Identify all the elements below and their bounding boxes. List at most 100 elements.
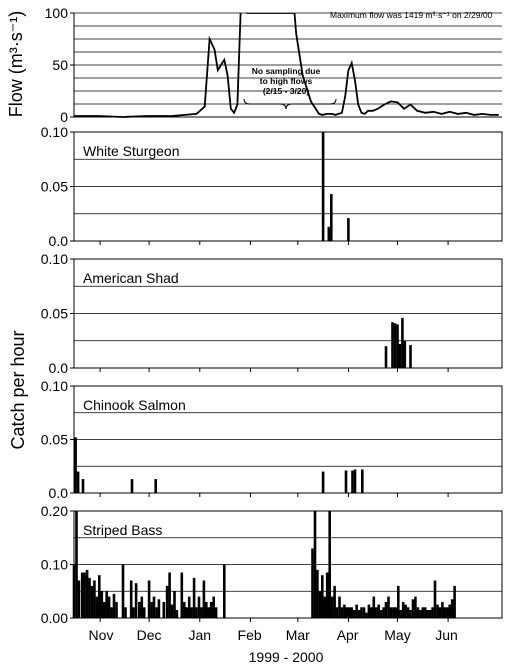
catch-bar [333,585,336,618]
catch-bar [392,607,395,618]
catch-y-tick-label: 0.0 [49,233,69,249]
catch-bar [132,607,135,618]
catch-bar [362,607,366,618]
catch-bar [90,585,94,618]
catch-bar [330,194,333,241]
catch-bar [384,346,388,368]
catch-bar [154,479,157,493]
catch-bar [110,607,113,618]
catch-bar [396,324,399,368]
catch-bar [142,607,146,618]
catch-bar [325,572,329,618]
catch-bar [80,572,84,618]
catch-bar [185,607,188,618]
species-label: White Sturgeon [83,143,180,159]
catch-bar [165,585,169,618]
catch-bar [75,511,78,618]
catch-bar [168,572,171,618]
catch-bar [130,479,134,493]
catch-bar [409,610,412,618]
catch-bar [147,580,151,618]
catch-bar [401,602,405,618]
catch-y-tick-label: 0.20 [41,503,68,519]
flow-y-tick-label: 100 [45,5,69,21]
catch-bar [173,591,176,619]
catch-bar [406,607,410,618]
catch-bar [152,596,156,618]
species-label: American Shad [83,270,179,286]
catch-bar [205,602,208,618]
catch-bar [401,317,404,368]
month-label: Feb [238,627,262,643]
catch-bar [115,602,118,618]
catch-bar [155,607,158,618]
catch-bar [340,607,344,618]
catch-bar [328,511,331,618]
catch-bar [107,596,111,618]
month-label: Mar [286,627,310,643]
catch-y-tick-label: 0.10 [41,124,68,140]
catch-bar [353,469,357,493]
catch-bar [384,602,388,618]
catch-bar [389,607,393,618]
catch-bar [330,596,334,618]
catch-bar [394,607,398,618]
catch-bar [112,593,116,618]
catch-bar [72,564,76,618]
flow-y-axis-title: Flow (m³·s⁻¹) [6,11,26,117]
x-axis-title: 1999 - 2000 [249,649,324,665]
catch-bar [436,604,439,618]
catch-bar [134,583,138,618]
month-label: Nov [89,627,114,643]
month-labels: Nov Dec Jan Feb Mar Apr May Jun [89,627,458,643]
catch-bar [344,470,348,493]
catch-panel: 0.0 0.05 0.10 American Shad [41,251,503,376]
catch-bar [357,610,361,618]
catch-bar [170,604,174,618]
catch-bar [83,572,86,618]
catch-bar [207,607,211,618]
catch-bar [374,607,378,618]
catch-bar [446,607,449,618]
catch-bar [393,323,397,368]
month-label: Dec [137,627,162,643]
gap-note-line1: No sampling due [252,66,321,76]
catch-bar [98,575,101,618]
catch-bar [453,585,456,618]
catch-bar [426,610,429,618]
catch-bar [450,599,454,618]
catch-y-tick-label: 0.10 [41,557,68,573]
catch-bar [433,580,437,618]
catch-bar [316,569,319,618]
flow-y-tick-label: 50 [52,57,68,73]
gap-note-line3: (2/15 - 3/20) [263,86,309,96]
catch-bar [102,602,106,618]
max-flow-annotation: Maximum flow was 1419 m³·s⁻¹ on 2/29/00 [330,10,493,20]
catch-bar [404,604,407,618]
catch-bar [338,596,341,618]
catch-y-tick-label: 0.0 [49,360,69,376]
catch-bar [202,580,206,618]
catch-bar [416,607,420,618]
catch-y-axis-title: Catch per hour [8,330,28,449]
catch-bar [214,607,218,618]
catch-bar [121,564,125,618]
catch-y-tick-label: 0.10 [41,251,68,267]
catch-panel: 0.00 0.10 0.20 Striped Bass [41,503,503,626]
catch-bar [350,607,353,618]
catch-bar [150,602,153,618]
catch-bar [382,607,385,618]
catch-bar [387,596,390,618]
catch-bar [345,607,349,618]
catch-bar [423,607,427,618]
catch-bar [348,607,351,618]
catch-bar [197,596,201,618]
catch-bar [74,437,77,493]
species-label: Chinook Salmon [83,397,186,413]
catch-panel: 0.0 0.05 0.10 Chinook Salmon [41,378,503,501]
catch-bar [391,322,394,368]
catch-bar [361,469,364,493]
catch-bar [421,607,425,618]
catch-bar [157,599,161,618]
